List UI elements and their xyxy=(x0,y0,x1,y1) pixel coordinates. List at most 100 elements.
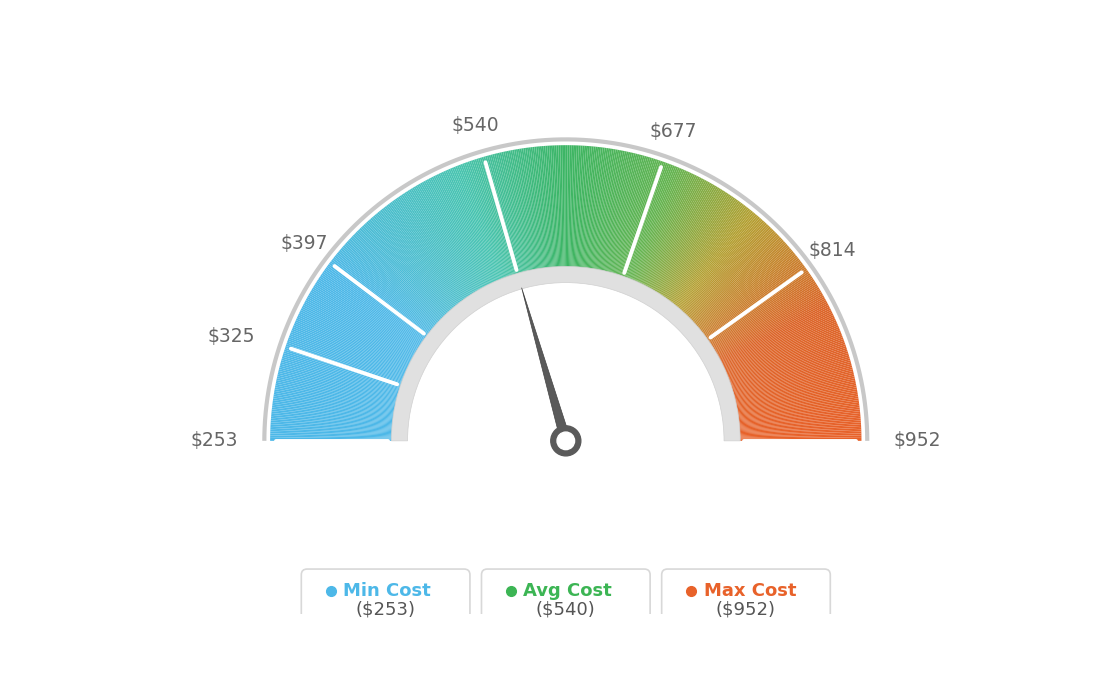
Wedge shape xyxy=(475,159,513,276)
Wedge shape xyxy=(737,397,859,416)
Wedge shape xyxy=(317,279,421,347)
Wedge shape xyxy=(369,219,452,312)
Text: $814: $814 xyxy=(809,241,857,259)
Wedge shape xyxy=(599,150,625,271)
Wedge shape xyxy=(667,201,740,301)
Text: Min Cost: Min Cost xyxy=(343,582,431,600)
Wedge shape xyxy=(273,397,394,416)
Wedge shape xyxy=(735,380,856,406)
Wedge shape xyxy=(489,155,522,274)
Text: $397: $397 xyxy=(280,234,328,253)
Wedge shape xyxy=(455,166,502,280)
Wedge shape xyxy=(692,239,783,323)
Wedge shape xyxy=(492,154,523,273)
Wedge shape xyxy=(300,310,411,365)
Wedge shape xyxy=(739,422,861,431)
Wedge shape xyxy=(739,419,861,429)
Text: Avg Cost: Avg Cost xyxy=(523,582,612,600)
Wedge shape xyxy=(676,212,754,307)
Wedge shape xyxy=(614,157,650,275)
Wedge shape xyxy=(658,190,724,295)
Wedge shape xyxy=(323,270,424,342)
Wedge shape xyxy=(270,417,393,428)
Wedge shape xyxy=(280,360,400,395)
Wedge shape xyxy=(665,199,736,299)
Wedge shape xyxy=(705,266,805,339)
Wedge shape xyxy=(551,146,559,268)
Wedge shape xyxy=(277,373,397,402)
Wedge shape xyxy=(436,174,491,285)
Wedge shape xyxy=(739,430,861,435)
Wedge shape xyxy=(564,145,565,268)
Wedge shape xyxy=(665,197,735,299)
Wedge shape xyxy=(652,184,714,291)
Wedge shape xyxy=(737,406,860,422)
Wedge shape xyxy=(305,300,414,359)
Wedge shape xyxy=(336,254,432,332)
Wedge shape xyxy=(739,415,860,426)
Wedge shape xyxy=(719,304,828,362)
Wedge shape xyxy=(672,208,750,305)
Wedge shape xyxy=(270,437,393,440)
Wedge shape xyxy=(309,292,416,355)
Wedge shape xyxy=(725,325,839,374)
Wedge shape xyxy=(714,288,820,353)
Wedge shape xyxy=(273,398,394,417)
Wedge shape xyxy=(273,402,394,419)
Wedge shape xyxy=(655,187,720,293)
Wedge shape xyxy=(739,420,861,430)
Wedge shape xyxy=(295,320,407,371)
Wedge shape xyxy=(270,424,393,432)
Wedge shape xyxy=(622,161,662,277)
Wedge shape xyxy=(634,169,683,282)
Wedge shape xyxy=(484,157,519,275)
Wedge shape xyxy=(510,150,534,270)
Wedge shape xyxy=(604,152,633,272)
Wedge shape xyxy=(731,353,849,391)
Wedge shape xyxy=(593,149,614,270)
Wedge shape xyxy=(737,398,859,417)
Wedge shape xyxy=(739,437,861,440)
Wedge shape xyxy=(643,176,699,286)
Wedge shape xyxy=(698,250,793,330)
Wedge shape xyxy=(627,164,671,279)
Wedge shape xyxy=(278,371,397,401)
Wedge shape xyxy=(460,164,505,279)
Wedge shape xyxy=(728,337,843,381)
Wedge shape xyxy=(529,147,545,269)
Wedge shape xyxy=(534,147,549,268)
Wedge shape xyxy=(590,148,608,269)
Wedge shape xyxy=(272,406,394,422)
Wedge shape xyxy=(277,375,397,403)
Wedge shape xyxy=(711,281,816,348)
Wedge shape xyxy=(432,177,488,286)
Wedge shape xyxy=(693,240,784,324)
Wedge shape xyxy=(288,339,403,382)
Wedge shape xyxy=(730,344,846,385)
Wedge shape xyxy=(272,411,393,424)
Wedge shape xyxy=(300,308,411,364)
Wedge shape xyxy=(312,287,417,352)
Wedge shape xyxy=(721,308,831,364)
Wedge shape xyxy=(527,148,544,269)
Wedge shape xyxy=(707,268,807,341)
Wedge shape xyxy=(442,172,493,284)
Wedge shape xyxy=(615,157,651,275)
Wedge shape xyxy=(307,297,414,357)
Wedge shape xyxy=(641,175,697,286)
Wedge shape xyxy=(729,341,845,383)
Wedge shape xyxy=(276,382,396,407)
Wedge shape xyxy=(543,146,554,268)
Wedge shape xyxy=(638,172,690,284)
Wedge shape xyxy=(401,194,470,297)
Wedge shape xyxy=(275,386,395,409)
Wedge shape xyxy=(480,157,517,275)
Wedge shape xyxy=(618,159,657,276)
Wedge shape xyxy=(576,146,586,268)
Wedge shape xyxy=(638,172,692,284)
Wedge shape xyxy=(275,389,395,412)
Wedge shape xyxy=(716,293,824,355)
Wedge shape xyxy=(357,230,444,318)
Wedge shape xyxy=(647,180,707,288)
Wedge shape xyxy=(588,148,606,269)
